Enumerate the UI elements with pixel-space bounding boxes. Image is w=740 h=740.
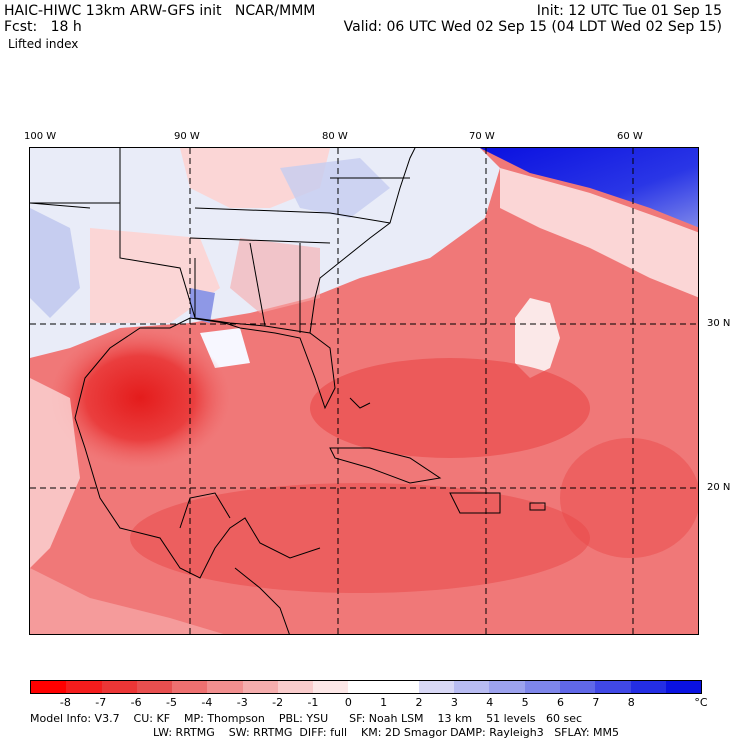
land-pink-2	[90, 228, 220, 323]
init-time: Init: 12 UTC Tue 01 Sep 15	[536, 3, 722, 19]
colorbar-label: -5	[165, 696, 177, 709]
forecast-hour: Fcst: 18 h	[4, 19, 82, 35]
lon-label-100w: 100 W	[24, 131, 57, 142]
colorbar-swatch	[207, 681, 243, 693]
colorbar-swatch	[277, 681, 314, 693]
colorbar-swatch	[31, 681, 67, 693]
land-blue-3	[190, 288, 215, 323]
colorbar-label: 2	[415, 696, 423, 709]
colorbar-swatch	[665, 681, 702, 693]
colorbar-label: -2	[272, 696, 284, 709]
atlantic-blue	[480, 148, 698, 228]
coastlines	[30, 148, 546, 634]
lon-label-60w: 60 W	[617, 131, 643, 142]
colorbar-label: -4	[201, 696, 213, 709]
lon-label-90w: 90 W	[174, 131, 200, 142]
lat-label-20n: 20 N	[707, 482, 731, 493]
colorbar-label: 8	[627, 696, 635, 709]
colorbar-swatch	[418, 681, 455, 693]
graticule	[30, 148, 698, 634]
colorbar-label: 0	[344, 696, 352, 709]
pacific-pale	[30, 568, 224, 634]
colorbar-unit: °C	[694, 696, 708, 709]
colorbar-swatch	[348, 681, 384, 693]
atlantic-pink	[500, 168, 698, 298]
colorbar-swatch	[172, 681, 208, 693]
lifted-index-map	[29, 147, 699, 635]
model-info-line1: Model Info: V3.7 CU: KF MP: Thompson PBL…	[30, 712, 583, 725]
colorbar-label: -8	[59, 696, 71, 709]
colorbar-swatch	[136, 681, 173, 693]
colorbar-label: -6	[130, 696, 142, 709]
colorbar-label: 3	[450, 696, 458, 709]
colorbar-label: 7	[592, 696, 600, 709]
atlantic-hot-2	[560, 438, 698, 558]
colorbar-swatch	[242, 681, 278, 693]
colorbar	[30, 680, 702, 694]
atlantic-swirl	[515, 298, 560, 378]
lon-label-80w: 80 W	[322, 131, 348, 142]
colorbar-label: 6	[557, 696, 565, 709]
colorbar-swatch	[66, 681, 102, 693]
lat-label-30n: 30 N	[707, 318, 731, 329]
lon-label-70w: 70 W	[469, 131, 495, 142]
colorbar-swatch	[101, 681, 137, 693]
atlantic-hot-1	[310, 358, 590, 458]
colorbar-label: 5	[521, 696, 529, 709]
map-canvas	[30, 148, 698, 634]
gulf-hotspot	[50, 328, 230, 468]
land-blue-2	[280, 158, 390, 218]
colorbar-swatch	[595, 681, 631, 693]
valid-time: Valid: 06 UTC Wed 02 Sep 15 (04 LDT Wed …	[343, 19, 722, 35]
colorbar-swatch	[489, 681, 525, 693]
caribbean-hot	[130, 483, 590, 593]
colorbar-label: 1	[380, 696, 388, 709]
colorbar-swatch	[313, 681, 349, 693]
colorbar-label: -1	[307, 696, 319, 709]
colorbar-swatch	[524, 681, 560, 693]
colorbar-label: -3	[236, 696, 248, 709]
model-title: HAIC-HIWC 13km ARW-GFS init NCAR/MMM	[4, 3, 316, 19]
land-blue-1	[30, 208, 80, 318]
colorbar-swatch	[454, 681, 490, 693]
colorbar-label: -7	[95, 696, 107, 709]
model-info-line2: LW: RRTMG SW: RRTMG DIFF: full KM: 2D Sm…	[153, 726, 619, 739]
field-name: Lifted index	[8, 37, 79, 51]
colorbar-swatch	[630, 681, 666, 693]
colorbar-swatch	[559, 681, 596, 693]
colorbar-label: 4	[486, 696, 494, 709]
mexico-pale	[30, 378, 80, 568]
colorbar-swatch	[383, 681, 419, 693]
